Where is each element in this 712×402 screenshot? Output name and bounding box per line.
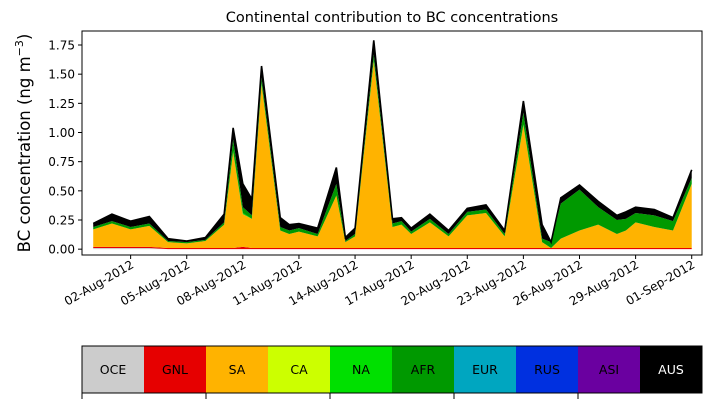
legend-label-asi: ASI (599, 362, 619, 377)
legend-swatch-aus (640, 346, 703, 393)
y-tick-label: 1.75 (48, 39, 75, 53)
legend-swatch-eur (454, 346, 517, 393)
legend-swatch-na (330, 346, 393, 393)
legend-colorbar: OCE GNL SA CA NA AFR EUR RUS ASI AUS (81, 345, 703, 399)
legend-label-afr: AFR (411, 362, 436, 377)
area-aus (93, 40, 692, 243)
legend-label-rus: RUS (534, 362, 560, 377)
y-tick-label: 0.00 (48, 243, 75, 257)
legend-swatch-sa (206, 346, 269, 393)
y-tick-label: 0.25 (48, 214, 75, 228)
total-line (92, 40, 693, 245)
legend-label-eur: EUR (472, 362, 498, 377)
legend-label-sa: SA (229, 362, 246, 377)
area-sa (93, 61, 692, 249)
y-axis-label: BC concentration (ng m−3) (13, 34, 34, 253)
axes-frame (81, 30, 703, 256)
legend-label-ca: CA (290, 362, 308, 377)
y-tick-label: 0.75 (48, 155, 75, 169)
legend-swatch-oce (82, 346, 145, 393)
legend-label-na: NA (352, 362, 370, 377)
chart-title: Continental contribution to BC concentra… (226, 10, 558, 26)
y-tick-label: 1.50 (48, 68, 75, 82)
legend-label-aus: AUS (658, 362, 684, 377)
y-tick-label: 1.25 (48, 97, 75, 111)
y-tick-label: 1.00 (48, 126, 75, 140)
legend-swatch-afr (392, 346, 455, 393)
plot-area (92, 40, 693, 250)
legend-label-oce: OCE (100, 362, 127, 377)
area-afr (93, 54, 692, 249)
legend-swatch-ca (268, 346, 331, 393)
legend-swatch-asi (578, 346, 641, 393)
y-axis: 0.00 0.25 0.50 0.75 1.00 1.25 1.50 1.75 (48, 39, 82, 257)
legend-frame (81, 345, 703, 394)
area-oce (93, 248, 692, 250)
x-axis: 02-Aug-201205-Aug-201208-Aug-201211-Aug-… (62, 255, 697, 308)
legend-swatch-rus (516, 346, 579, 393)
y-axis-label-superscript: −3 (13, 40, 26, 56)
legend-swatch-gnl (144, 346, 207, 393)
y-axis-label-main: BC concentration (ng m (15, 56, 34, 252)
y-tick-label: 0.50 (48, 184, 75, 198)
y-axis-label-end: ) (15, 34, 34, 40)
legend-label-gnl: GNL (162, 362, 188, 377)
